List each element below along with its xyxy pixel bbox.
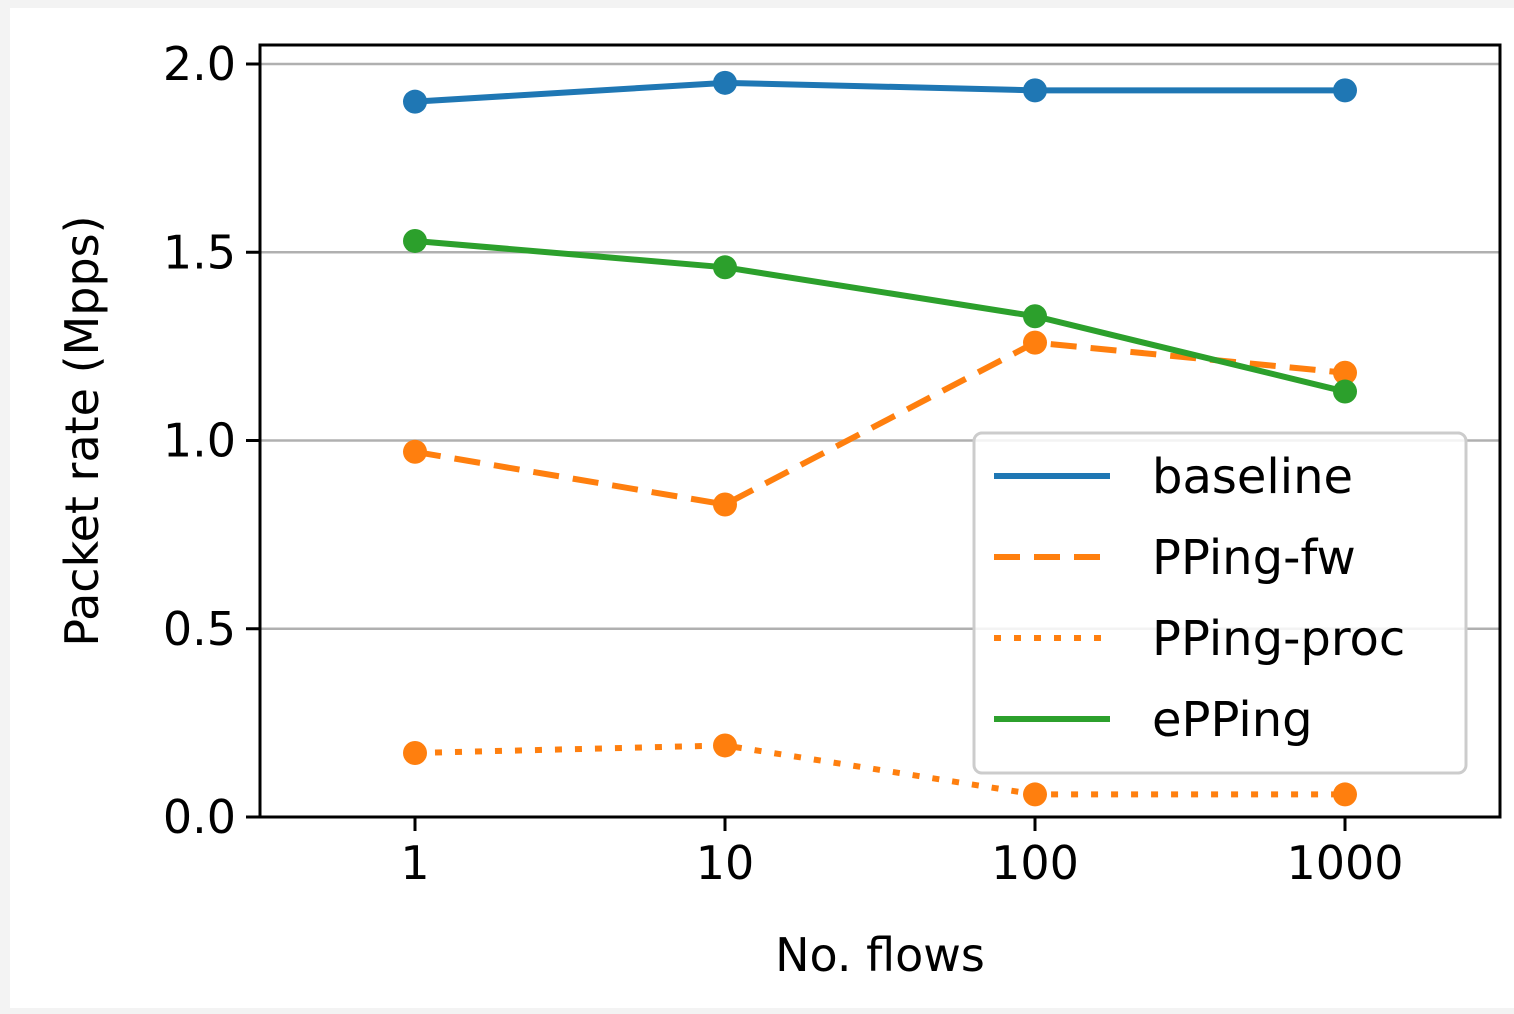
series-epping <box>403 228 1357 404</box>
plot-frame <box>258 43 1502 819</box>
legend: baseline PPing-fw PPing-proc ePPing <box>972 431 1468 775</box>
x-tick-label: 100 <box>991 836 1079 890</box>
data-point <box>713 70 737 95</box>
series-line-baseline <box>414 79 1345 105</box>
line-chart: 1 10 100 1000 0.0 0.5 1.0 1.5 2.0 No. flows Pac… <box>55 37 1502 982</box>
legend-label: PPing-fw <box>1152 530 1356 586</box>
x-tick-label: 10 <box>696 836 755 890</box>
data-point <box>1023 330 1047 355</box>
y-axis-label: Packet rate (Mpps) <box>55 215 109 646</box>
x-tick-label: 1 <box>400 836 429 890</box>
legend-label: baseline <box>1152 449 1353 505</box>
data-point <box>403 439 427 464</box>
series-pping-proc <box>403 733 1357 807</box>
series-line-epping <box>414 237 1346 395</box>
series-baseline <box>403 70 1357 114</box>
legend-label: ePPing <box>1152 692 1313 748</box>
data-point <box>1023 304 1047 329</box>
data-point <box>1023 78 1047 103</box>
data-point <box>403 89 427 114</box>
y-tick-label: 0.0 <box>163 790 236 844</box>
data-point <box>1333 379 1357 404</box>
legend-box <box>972 431 1468 775</box>
data-point <box>403 228 427 253</box>
series-line-pping-fw <box>414 339 1346 508</box>
data-point <box>403 740 427 765</box>
data-point <box>713 492 737 517</box>
data-point <box>1333 360 1357 385</box>
y-tick-label: 1.5 <box>163 225 236 279</box>
data-point <box>713 733 737 758</box>
series-layer <box>403 70 1357 807</box>
y-axis-ticks: 0.0 0.5 1.0 1.5 2.0 <box>163 37 260 844</box>
chart-container: 1 10 100 1000 0.0 0.5 1.0 1.5 2.0 No. flows Pac… <box>10 8 1514 1008</box>
data-point <box>1333 782 1357 807</box>
data-point <box>1023 782 1047 807</box>
y-tick-label: 2.0 <box>163 37 236 91</box>
legend-label: PPing-proc <box>1152 611 1405 667</box>
y-tick-label: 0.5 <box>163 602 236 656</box>
x-tick-label: 1000 <box>1286 836 1403 890</box>
series-pping-fw <box>403 330 1357 517</box>
x-axis-ticks: 1 10 100 1000 <box>400 817 1404 890</box>
y-tick-label: 1.0 <box>163 414 236 468</box>
x-axis-label: No. flows <box>775 928 985 982</box>
data-point <box>713 255 737 280</box>
data-point <box>1333 78 1357 103</box>
